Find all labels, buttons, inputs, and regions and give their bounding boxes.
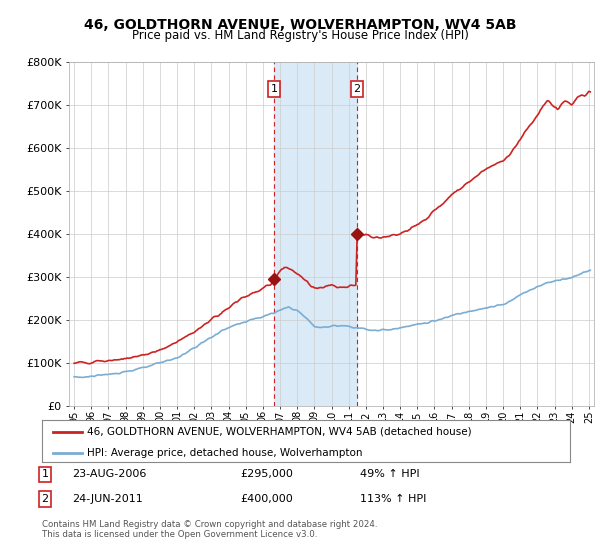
Text: 2: 2 (353, 84, 361, 94)
Text: 1: 1 (271, 84, 277, 94)
Text: £295,000: £295,000 (240, 469, 293, 479)
Text: HPI: Average price, detached house, Wolverhampton: HPI: Average price, detached house, Wolv… (87, 448, 362, 458)
Text: 46, GOLDTHORN AVENUE, WOLVERHAMPTON, WV4 5AB (detached house): 46, GOLDTHORN AVENUE, WOLVERHAMPTON, WV4… (87, 427, 472, 437)
Text: Price paid vs. HM Land Registry's House Price Index (HPI): Price paid vs. HM Land Registry's House … (131, 29, 469, 42)
Text: 24-JUN-2011: 24-JUN-2011 (72, 494, 143, 504)
Bar (274, 62, 357, 406)
Text: 1: 1 (41, 469, 49, 479)
Text: 23-AUG-2006: 23-AUG-2006 (72, 469, 146, 479)
Text: 49% ↑ HPI: 49% ↑ HPI (360, 469, 419, 479)
Text: 2: 2 (41, 494, 49, 504)
Text: 46, GOLDTHORN AVENUE, WOLVERHAMPTON, WV4 5AB: 46, GOLDTHORN AVENUE, WOLVERHAMPTON, WV4… (84, 18, 516, 32)
Text: Contains HM Land Registry data © Crown copyright and database right 2024.
This d: Contains HM Land Registry data © Crown c… (42, 520, 377, 539)
Text: 113% ↑ HPI: 113% ↑ HPI (360, 494, 427, 504)
Text: £400,000: £400,000 (240, 494, 293, 504)
